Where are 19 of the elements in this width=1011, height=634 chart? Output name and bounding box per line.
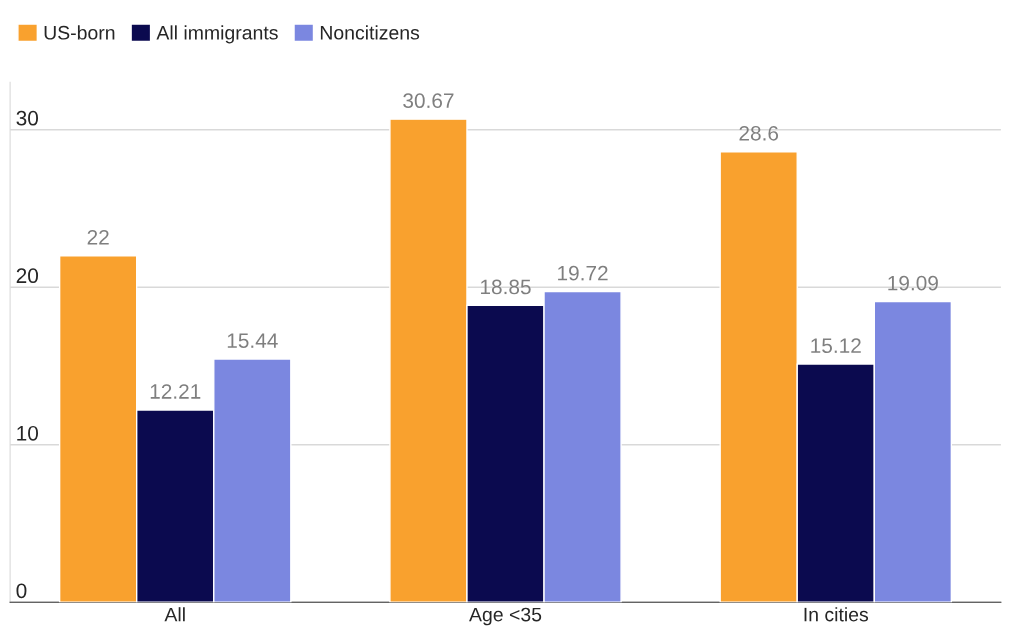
data-label: 19.09 <box>888 275 938 291</box>
y-tick-label: 10 <box>17 425 39 441</box>
data-label: 28.6 <box>739 125 779 141</box>
data-label: 15.12 <box>811 338 861 354</box>
legend-label: Noncitizens <box>320 25 420 40</box>
x-tick-label: In cities <box>804 607 869 622</box>
data-label: 18.85 <box>481 279 531 295</box>
y-tick-label: 20 <box>16 268 39 284</box>
data-label: 12.21 <box>150 384 201 399</box>
data-label: 30.67 <box>403 93 454 109</box>
data-label: 19.72 <box>558 265 608 281</box>
x-tick-label: Age <35 <box>469 607 542 626</box>
data-label: 15.44 <box>227 333 278 348</box>
y-tick-label: 30 <box>16 110 39 126</box>
y-tick-label: 0 <box>16 583 27 599</box>
legend-label: All immigrants <box>156 25 278 44</box>
legend-label: US-born <box>44 25 115 40</box>
data-label: 22 <box>87 229 109 245</box>
x-tick-label: All <box>164 607 185 622</box>
